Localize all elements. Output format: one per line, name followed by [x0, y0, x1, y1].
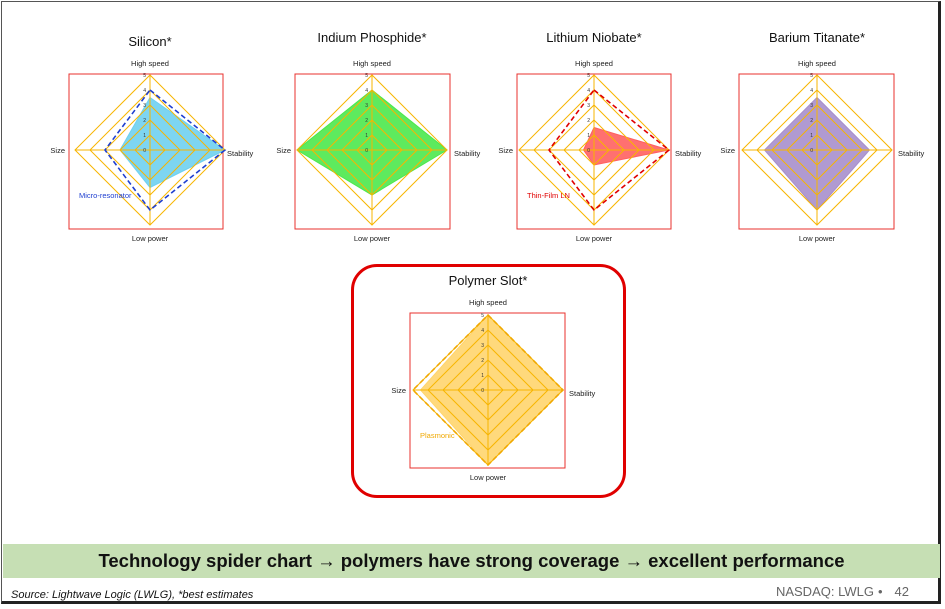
tick-label: 0 [587, 148, 590, 154]
tick-label: 1 [143, 133, 146, 139]
axis-label-top: High speed [798, 59, 836, 68]
tick-label: 3 [810, 103, 813, 109]
series-name-label: Plasmonic [420, 431, 455, 440]
tick-label: 4 [810, 88, 813, 94]
axis-label-left: Size [276, 146, 291, 155]
chart-frame [516, 73, 672, 230]
axis-label-top: High speed [353, 59, 391, 68]
polymer-highlight-box [351, 264, 626, 498]
series-dashed-line [548, 88, 671, 212]
tick-label: 2 [143, 118, 146, 124]
tick-label: 5 [810, 73, 813, 79]
tick-label: 2 [587, 118, 590, 124]
tick-label: 1 [587, 133, 590, 139]
tick-label: 1 [810, 133, 813, 139]
tick-label: 5 [587, 73, 590, 79]
axis-label-left: Size [720, 146, 735, 155]
tick-label: 0 [481, 388, 484, 394]
tick-label: 4 [365, 88, 368, 94]
axis-label-left: Size [498, 146, 513, 155]
banner-text-2: polymers have strong coverage [340, 550, 620, 571]
tick-label: 4 [481, 328, 484, 334]
footer-ticker: NASDAQ: LWLG • 42 [776, 584, 909, 599]
chart-title: Polymer Slot* [448, 273, 528, 288]
chart-title: Indium Phosphide* [317, 30, 427, 45]
tick-label: 5 [143, 73, 146, 79]
tick-label: 0 [810, 148, 813, 154]
tick-label: 2 [481, 358, 484, 364]
tick-label: 4 [587, 88, 590, 94]
axis-label-right: Stability [569, 389, 596, 398]
tick-label: 2 [365, 118, 368, 124]
axis-label-right: Stability [227, 149, 254, 158]
axis-label-left: Size [50, 146, 65, 155]
tick-label: 3 [587, 103, 590, 109]
axis-label-left: Size [391, 386, 406, 395]
tick-label: 3 [481, 343, 484, 349]
tick-label: 0 [365, 148, 368, 154]
chart-frame [738, 73, 895, 230]
banner-arrow-icon: → [624, 550, 644, 571]
chart-title: Lithium Niobate* [546, 30, 642, 45]
axis-label-bottom: Low power [131, 234, 169, 243]
separator-dot: • [877, 584, 883, 599]
tick-label: 4 [143, 88, 146, 94]
axis-label-top: High speed [469, 298, 507, 307]
series-name-label: Thin-Film LN [527, 191, 570, 200]
banner-arrow-icon: → [317, 550, 336, 571]
axis-label-right: Stability [454, 149, 481, 158]
tick-label: 5 [481, 313, 484, 319]
tick-label: 1 [481, 373, 484, 379]
chart-title: Silicon* [128, 34, 172, 49]
series-name-label: Micro-resonator [79, 191, 132, 200]
tick-label: 2 [810, 118, 813, 124]
series-dashed-line [411, 313, 565, 467]
page-number: 42 [894, 584, 909, 599]
tick-label: 3 [365, 103, 368, 109]
chart-title: Barium Titanate* [768, 30, 866, 45]
tick-label: 0 [143, 148, 146, 154]
chart-frame [409, 312, 566, 469]
source-note: Source: Lightwave Logic (LWLG), *best es… [11, 589, 254, 601]
axis-label-bottom: Low power [575, 234, 613, 243]
axis-label-bottom: Low power [469, 473, 507, 482]
summary-banner: Technology spider chart → polymers have … [3, 544, 940, 578]
banner-text-1: Technology spider chart [98, 550, 312, 571]
axis-label-top: High speed [131, 59, 169, 68]
axis-label-right: Stability [898, 149, 925, 158]
tick-label: 1 [365, 133, 368, 139]
ticker-label: NASDAQ: LWLG [775, 584, 874, 599]
tick-label: 3 [143, 103, 146, 109]
axis-label-bottom: Low power [353, 234, 391, 243]
tick-label: 5 [365, 73, 368, 79]
banner-text-3: excellent performance [648, 550, 845, 571]
axis-label-bottom: Low power [798, 234, 836, 243]
chart-frame [294, 73, 451, 230]
axis-label-right: Stability [675, 149, 702, 158]
axis-label-top: High speed [575, 59, 613, 68]
series-dashed-line [104, 88, 227, 212]
